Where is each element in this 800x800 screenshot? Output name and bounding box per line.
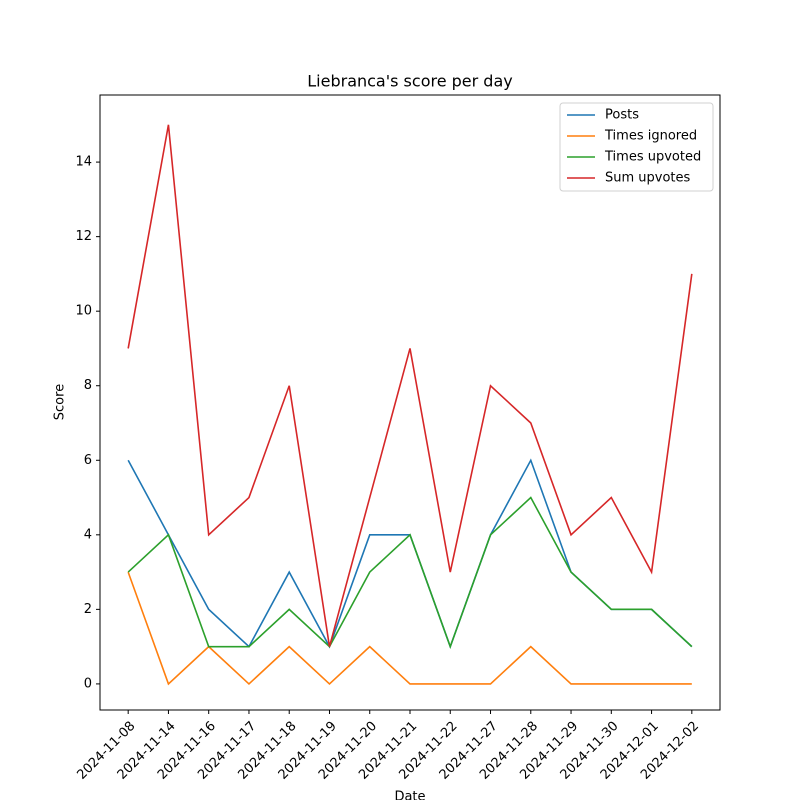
y-axis-label: Score bbox=[53, 384, 68, 420]
line-series bbox=[127, 496, 693, 650]
plot-frame bbox=[99, 94, 721, 711]
y-tick-label: 14 bbox=[75, 155, 92, 170]
y-tick-label: 0 bbox=[84, 676, 92, 691]
x-axis-label: Date bbox=[394, 790, 425, 800]
legend-box bbox=[559, 102, 714, 192]
y-tick-label: 6 bbox=[84, 453, 92, 468]
y-tick-label: 2 bbox=[84, 602, 92, 617]
y-tick-label: 8 bbox=[84, 378, 92, 393]
legend-label: Posts bbox=[605, 108, 639, 123]
y-tick-label: 12 bbox=[75, 229, 92, 244]
line-series bbox=[127, 571, 692, 686]
legend-label: Sum upvotes bbox=[605, 171, 691, 186]
chart-title: Liebranca's score per day bbox=[307, 72, 512, 91]
legend-label: Times ignored bbox=[604, 129, 697, 144]
y-tick-label: 10 bbox=[75, 304, 92, 319]
y-tick-label: 4 bbox=[84, 527, 92, 542]
legend-label: Times upvoted bbox=[604, 150, 701, 165]
line-series bbox=[127, 124, 693, 647]
